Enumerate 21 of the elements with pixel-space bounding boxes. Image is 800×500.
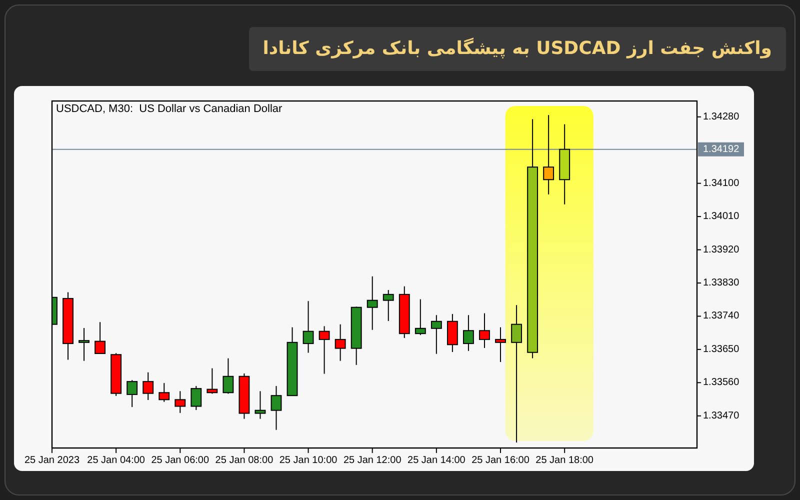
y-tick-label: 1.33920 (703, 244, 740, 256)
y-tick-label: 1.34010 (703, 211, 740, 222)
y-tick-label: 1.34100 (703, 178, 740, 189)
x-tick-label: 25 Jan 18:00 (536, 455, 594, 466)
y-tick-label: 1.33470 (703, 410, 740, 422)
x-tick-label: 25 Jan 06:00 (151, 455, 210, 466)
x-tick-label: 25 Jan 08:00 (215, 455, 274, 466)
x-tick-label: 25 Jan 2023 (24, 455, 80, 466)
x-tick-label: 25 Jan 10:00 (279, 455, 338, 466)
subtitle: USDCAD, M30: US Dollar vs Canadian Dollar (56, 103, 282, 115)
x-tick-label: 25 Jan 16:00 (472, 455, 530, 466)
x-tick-label: 25 Jan 12:00 (343, 455, 402, 466)
y-tick-label: 1.33830 (703, 277, 740, 288)
x-tick-label: 25 Jan 04:00 (87, 455, 146, 466)
title: واکنش جفت ارز USDCAD به پیشگامی بانک مرکزی کانادا (248, 27, 786, 71)
y-tick-label: 1.34280 (703, 111, 740, 122)
y-tick-label: 1.33650 (703, 344, 740, 355)
y-tick-label: 1.33560 (703, 377, 740, 388)
x-tick-label: 25 Jan 14:00 (408, 455, 466, 466)
ref-line-label: 1.34192 (703, 144, 740, 155)
y-tick-label: 1.33740 (703, 310, 740, 322)
